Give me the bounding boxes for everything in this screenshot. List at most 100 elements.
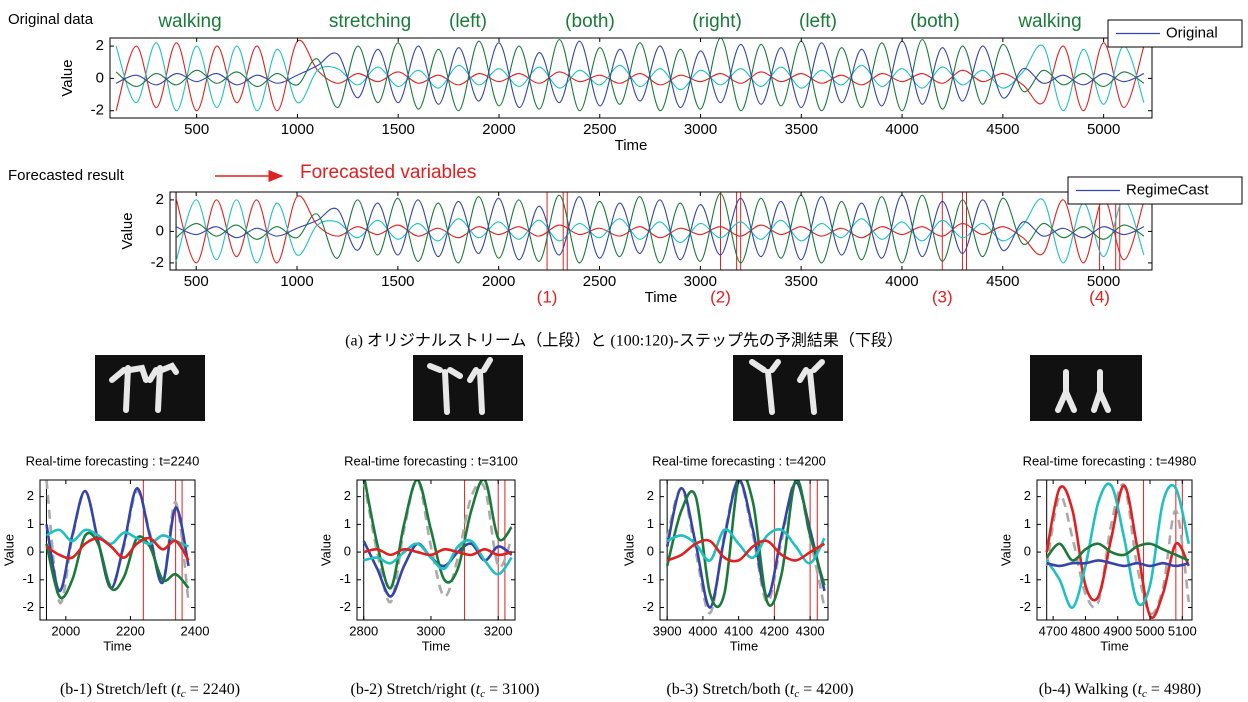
legend-label: Original	[1166, 24, 1218, 41]
caption-var: t	[476, 681, 481, 698]
legend-box	[1067, 176, 1243, 205]
x-tick-label: 4200	[760, 623, 789, 638]
caption-var: t	[790, 681, 795, 698]
y-tick-label: 0	[96, 69, 104, 86]
y-tick-label: 0	[27, 544, 34, 559]
x-tick-label: 1000	[280, 273, 313, 290]
chart-title: Real-time forecasting : t=4980	[1023, 453, 1197, 468]
x-axis-label: Time	[1100, 638, 1128, 653]
series-line	[45, 536, 190, 562]
x-tick-label: 2500	[583, 273, 616, 290]
x-tick-label: 1500	[381, 273, 414, 290]
y-tick-label: -2	[642, 599, 654, 614]
series-line	[1045, 482, 1191, 609]
plot-frame	[659, 479, 829, 621]
series-line	[115, 40, 1145, 109]
x-tick-label: 5000	[1087, 121, 1120, 138]
activity-label: (left)	[799, 11, 837, 32]
activity-label: walking	[1017, 11, 1081, 32]
caption-sub: c	[794, 688, 799, 700]
x-tick-label: 5000	[1136, 623, 1165, 638]
y-tick-label: 0	[156, 222, 164, 239]
x-axis-label: Time	[615, 137, 648, 154]
y-tick-label: -1	[1019, 571, 1031, 586]
series-line	[175, 195, 1145, 264]
series-line	[363, 538, 513, 576]
x-tick-label: 3500	[785, 121, 818, 138]
y-tick-label: 1	[1024, 516, 1031, 531]
x-tick-label: 2200	[116, 623, 145, 638]
x-tick-label: 4100	[724, 623, 753, 638]
y-axis-label: Value	[998, 534, 1013, 566]
x-tick-label: 5100	[1168, 623, 1197, 638]
series-line	[363, 480, 513, 590]
y-tick-label: 2	[647, 488, 654, 503]
series-line	[45, 487, 190, 593]
x-tick-label: 3000	[416, 623, 445, 638]
y-tick-label: 1	[647, 516, 654, 531]
event-label: (1)	[537, 287, 558, 306]
caption-text: (b-3) Stretch/both (	[666, 681, 790, 698]
caption-var: t	[1138, 681, 1143, 698]
x-axis-label: Time	[422, 638, 450, 653]
x-tick-label: 4900	[1103, 623, 1132, 638]
caption: (b-2) Stretch/right (tc = 3100)	[351, 681, 540, 700]
series-group	[45, 480, 190, 620]
series-line	[362, 480, 513, 604]
activity-label: (both)	[565, 11, 615, 32]
x-tick-label: 2500	[583, 121, 616, 138]
y-tick-label: -2	[91, 102, 104, 119]
plot-frame	[356, 479, 516, 621]
caption-sub: c	[181, 688, 186, 700]
y-tick-label: -2	[1019, 599, 1031, 614]
y-tick-label: -1	[22, 571, 34, 586]
caption-rest: = 4200)	[799, 681, 853, 698]
activity-label: (both)	[910, 11, 960, 32]
y-tick-label: 0	[647, 544, 654, 559]
x-tick-label: 1000	[281, 121, 314, 138]
y-tick-label: -2	[151, 254, 164, 271]
caption-rest: = 2240)	[186, 681, 240, 698]
series-line	[1045, 483, 1191, 616]
x-tick-label: 500	[184, 121, 209, 138]
legend-label: RegimeCast	[1126, 181, 1209, 198]
y-tick-label: 1	[344, 516, 351, 531]
y-tick-label: 2	[1024, 488, 1031, 503]
event-label: (4)	[1089, 287, 1110, 306]
x-tick-label: 2800	[349, 623, 378, 638]
y-tick-label: 2	[156, 191, 164, 208]
chart-title: Real-time forecasting : t=3100	[344, 453, 518, 468]
series-line	[175, 194, 1145, 261]
x-tick-label: 2000	[482, 273, 515, 290]
x-axis-label: Time	[103, 638, 131, 653]
plot-area	[40, 480, 195, 620]
series-line	[665, 480, 826, 609]
series-line	[175, 193, 1145, 264]
series-line	[115, 39, 1145, 112]
caption: (b-4) Walking (tc = 4980)	[1039, 681, 1202, 700]
series-group	[665, 480, 826, 620]
x-tick-label: 5000	[1087, 273, 1120, 290]
chart-title: Real-time forecasting : t=2240	[26, 453, 200, 468]
y-tick-label: 2	[344, 488, 351, 503]
caption-rest: = 3100)	[485, 681, 539, 698]
y-tick-label: 0	[344, 544, 351, 559]
x-axis-label: Time	[730, 638, 758, 653]
y-tick-label: 2	[27, 488, 34, 503]
caption-rest: = 4980)	[1147, 681, 1201, 698]
caption-text: (b-1) Stretch/left (	[60, 681, 176, 698]
y-tick-label: 2	[96, 37, 104, 54]
series-group	[362, 480, 513, 620]
activity-label: (right)	[692, 11, 742, 32]
y-tick-label: -1	[339, 571, 351, 586]
series-line	[1046, 559, 1190, 568]
activity-label: walking	[157, 11, 221, 32]
x-tick-label: 4000	[885, 273, 918, 290]
x-tick-label: 4800	[1071, 623, 1100, 638]
plot-frame	[39, 479, 196, 621]
chart-title: Real-time forecasting : t=4200	[652, 453, 826, 468]
caption-text: (b-2) Stretch/right (	[351, 681, 476, 698]
y-axis-label: Value	[1, 534, 16, 566]
series-line	[115, 38, 1145, 112]
x-tick-label: 3500	[784, 273, 817, 290]
